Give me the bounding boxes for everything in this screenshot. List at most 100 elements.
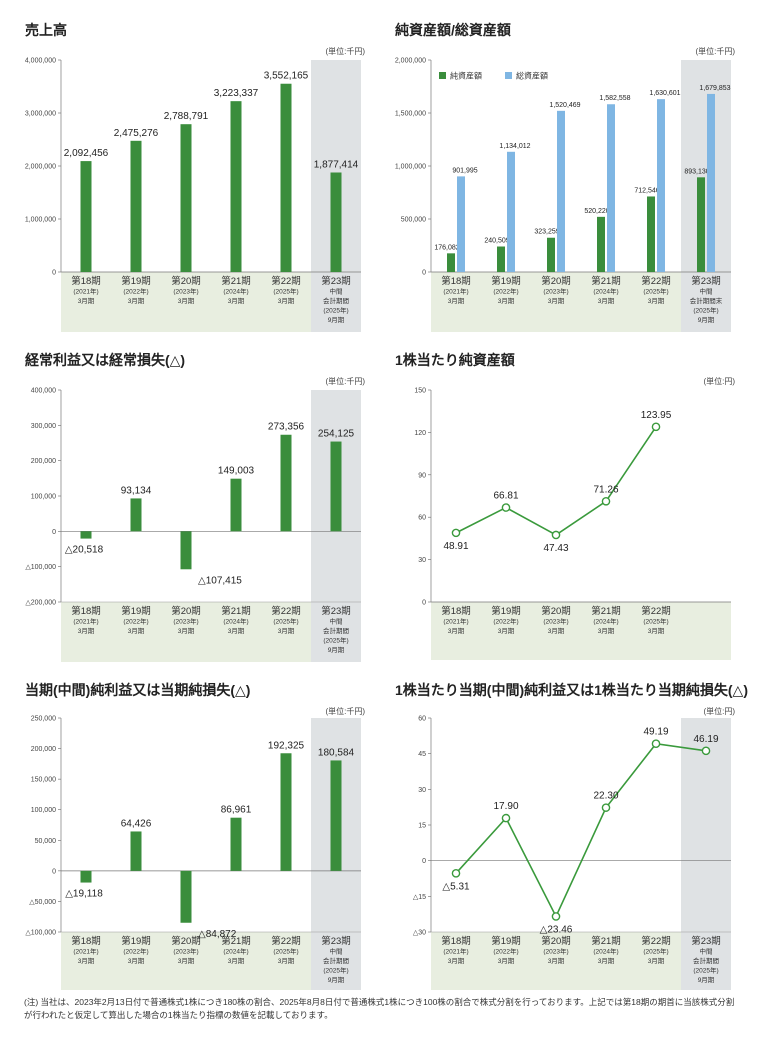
category-label: (2021年): [443, 287, 468, 296]
category-label: (2025年): [273, 287, 298, 296]
category-label: 3月期: [548, 297, 565, 305]
category-label: 3月期: [498, 957, 515, 965]
category-label: 3月期: [648, 627, 665, 635]
y-tick-label: 300,000: [31, 423, 56, 430]
y-tick-label: 30: [418, 557, 426, 564]
category-label: (2025年): [323, 966, 348, 975]
data-label: 86,961: [221, 805, 252, 816]
category-label: 第21期: [591, 935, 621, 947]
data-label: 49.19: [643, 727, 668, 738]
unit-label: (単位:千円): [325, 47, 365, 56]
category-label: (2022年): [493, 617, 518, 626]
data-label: 17.90: [493, 801, 518, 812]
data-label: 1,679,853: [699, 85, 730, 92]
unit-label: (単位:円): [703, 377, 735, 386]
category-label: (2025年): [323, 306, 348, 315]
category-label: 第22期: [271, 275, 301, 287]
data-label: 520,220: [584, 208, 609, 215]
data-label: 2,788,791: [164, 111, 209, 122]
bar: [447, 253, 455, 272]
category-label: 中間: [700, 947, 713, 956]
data-label: 64,426: [121, 818, 152, 829]
series-line: [455, 426, 657, 536]
category-label: 3月期: [128, 297, 145, 305]
category-label: 第22期: [641, 275, 671, 287]
category-label: 中間: [330, 287, 343, 296]
data-label: 180,584: [318, 747, 355, 758]
bar: [230, 478, 242, 532]
chart-bps: 0306090120150第18期(2021年)3月期第19期(2022年)3月…: [414, 388, 731, 660]
y-tick-label: 1,000,000: [25, 217, 56, 224]
category-label: 第20期: [541, 605, 571, 617]
chart-panel-assets: 純資産額/総資産額 (単位:千円) 0 500,000 1,000,000 1,500…: [395, 20, 735, 332]
y-tick-label: 150,000: [31, 777, 56, 784]
category-label: 9月期: [698, 316, 715, 324]
legend-label: 純資産額: [450, 71, 482, 81]
category-label: 第23期: [321, 935, 351, 947]
bar: [80, 531, 92, 539]
chart-panel-ordinary-income: 経常利益又は経常損失(△) (単位:千円) △200,000 △100,000 0 1…: [25, 350, 365, 662]
interim-highlight: [681, 60, 731, 332]
interim-highlight: [681, 718, 731, 990]
data-label: 323,259: [534, 229, 559, 236]
data-point: [651, 739, 661, 749]
category-label: 第23期: [691, 935, 721, 947]
bar: [697, 177, 705, 272]
category-label: (2021年): [443, 617, 468, 626]
category-label: 9月期: [328, 316, 345, 324]
category-label: 3月期: [128, 627, 145, 635]
category-label: 3月期: [228, 957, 245, 965]
category-label: (2024年): [593, 617, 618, 626]
y-tick-label: 250,000: [31, 716, 56, 723]
data-label: 123.95: [641, 410, 672, 421]
bar: [597, 216, 605, 272]
category-label: (2021年): [73, 287, 98, 296]
y-tick-label: 1,500,000: [395, 111, 426, 118]
chart-eps: △30△15015304560第18期(2021年)3月期第19期(2022年)…: [413, 716, 731, 990]
category-label: 第21期: [221, 605, 251, 617]
category-label: 第19期: [491, 605, 521, 617]
bar: [557, 110, 565, 272]
data-label: 1,877,414: [314, 159, 359, 170]
y-tick-label: 120: [414, 430, 426, 437]
bar: [130, 498, 142, 532]
chart-net-income: △100,000 △50,000 0 50,000 100,000 150,000 200,…: [25, 716, 361, 990]
data-label: 3,552,165: [264, 71, 309, 82]
data-label: 176,082: [434, 244, 459, 251]
y-tick-label: 500,000: [401, 217, 426, 224]
data-label: 71.26: [593, 484, 618, 495]
chart-sales: 0 1,000,000 2,000,000 3,000,000 4,000,000 第18…: [25, 58, 361, 332]
data-label: 712,546: [634, 187, 659, 194]
category-label: 3月期: [448, 627, 465, 635]
category-label: (2022年): [493, 947, 518, 956]
category-label: 9月期: [698, 976, 715, 984]
bar: [180, 531, 192, 570]
category-label: (2025年): [643, 947, 668, 956]
category-label: (2022年): [493, 287, 518, 296]
category-label: 3月期: [648, 297, 665, 305]
data-point: [451, 528, 461, 538]
bar: [507, 151, 515, 272]
category-label: (2023年): [543, 617, 568, 626]
y-tick-label: 0: [422, 858, 426, 865]
legend-label: 総資産額: [516, 71, 548, 81]
category-label: 第22期: [641, 605, 671, 617]
category-label: 第18期: [71, 605, 101, 617]
bar: [657, 99, 665, 272]
y-tick-label: 90: [418, 472, 426, 479]
data-label: 149,003: [218, 466, 255, 477]
category-label: 中間: [330, 617, 343, 626]
y-tick-label: △200,000: [25, 600, 56, 607]
y-tick-label: 60: [418, 515, 426, 522]
category-label: 第18期: [441, 935, 471, 947]
category-label: (2024年): [223, 287, 248, 296]
bar: [280, 83, 292, 272]
category-label: 第19期: [491, 935, 521, 947]
y-tick-label: 1,000,000: [395, 164, 426, 171]
bar: [230, 817, 242, 871]
chart-panel-sales: 売上高 (単位:千円) 0 1,000,000 2,000,000 3,000,000…: [25, 20, 365, 332]
category-label: 第23期: [691, 275, 721, 287]
category-label: 第21期: [591, 275, 621, 287]
data-label: 273,356: [268, 422, 305, 433]
y-tick-label: 60: [418, 716, 426, 723]
